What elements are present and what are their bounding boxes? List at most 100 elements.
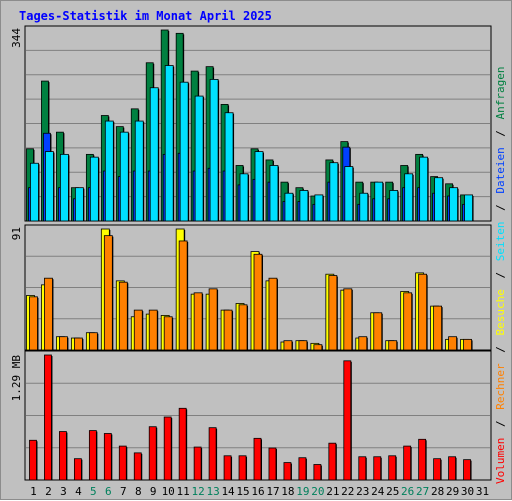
bar-volumen bbox=[44, 354, 52, 481]
x-tick-label: 17 bbox=[266, 485, 279, 498]
bar-volumen bbox=[133, 452, 142, 481]
x-tick-label: 11 bbox=[177, 485, 190, 498]
bar-volumen bbox=[388, 455, 397, 481]
legend-sep: / bbox=[494, 420, 507, 427]
bar-seiten bbox=[89, 156, 99, 222]
bar-volumen bbox=[208, 427, 217, 481]
bar-rechner bbox=[328, 275, 338, 351]
legend-volumen: Volumen bbox=[494, 438, 507, 484]
legend: Volumen / Rechner / Besuche / Seiten / D… bbox=[494, 66, 507, 484]
x-tick-label: 13 bbox=[206, 485, 219, 498]
bar-seiten bbox=[419, 156, 429, 222]
bar-volumen bbox=[223, 455, 232, 481]
x-tick-label: 25 bbox=[386, 485, 399, 498]
y-max-label: 344 bbox=[10, 28, 23, 48]
x-tick-label: 8 bbox=[135, 485, 142, 498]
legend-sep: / bbox=[494, 346, 507, 353]
legend-dateien: Dateien bbox=[494, 147, 507, 193]
legend-rechner: Rechner bbox=[494, 363, 507, 410]
x-tick-label: 2 bbox=[45, 485, 52, 498]
bar-rechner bbox=[29, 296, 38, 351]
x-tick-label: 28 bbox=[431, 485, 444, 498]
x-tick-label: 18 bbox=[281, 485, 294, 498]
bar-seiten bbox=[344, 166, 354, 222]
bar-rechner bbox=[298, 340, 308, 351]
bar-seiten bbox=[164, 65, 174, 222]
bar-seiten bbox=[299, 190, 309, 222]
chart-title: Tages-Statistik im Monat April 2025 bbox=[19, 9, 272, 23]
bar-seiten bbox=[74, 187, 84, 222]
bar-rechner bbox=[253, 253, 263, 351]
bar-volumen bbox=[163, 416, 172, 481]
x-tick-label: 23 bbox=[356, 485, 369, 498]
bar-seiten bbox=[404, 173, 414, 222]
bar-rechner bbox=[418, 273, 428, 351]
bar-seiten bbox=[359, 192, 369, 222]
bar-seiten bbox=[449, 187, 458, 222]
legend-anfragen: Anfragen bbox=[494, 66, 507, 119]
legend-sep: / bbox=[494, 130, 507, 137]
bar-volumen bbox=[238, 455, 247, 481]
bar-volumen bbox=[178, 407, 187, 481]
x-tick-label: 4 bbox=[75, 485, 82, 498]
bar-rechner bbox=[238, 304, 248, 351]
bar-rechner bbox=[44, 277, 53, 351]
bar-seiten bbox=[209, 79, 219, 222]
bar-seiten bbox=[269, 165, 279, 222]
x-tick-label: 27 bbox=[416, 485, 429, 498]
bar-seiten bbox=[374, 181, 384, 222]
x-tick-label: 6 bbox=[105, 485, 112, 498]
bar-rechner bbox=[59, 336, 68, 351]
bar-volumen bbox=[313, 464, 322, 481]
bar-seiten bbox=[45, 151, 54, 222]
bar-rechner bbox=[193, 292, 203, 351]
bar-seiten bbox=[179, 81, 189, 222]
bar-volumen bbox=[463, 459, 471, 481]
bar-volumen bbox=[373, 456, 382, 481]
x-tick-label: 10 bbox=[162, 485, 175, 498]
bars-layer bbox=[26, 29, 474, 481]
y-max-label: 1.29 MB bbox=[10, 355, 23, 402]
bar-rechner bbox=[223, 309, 233, 351]
bar-rechner bbox=[448, 336, 457, 351]
x-tick-label: 21 bbox=[326, 485, 339, 498]
bar-rechner bbox=[73, 337, 83, 351]
x-tick-label: 14 bbox=[221, 485, 235, 498]
bar-seiten bbox=[194, 95, 204, 222]
x-tick-label: 22 bbox=[341, 485, 354, 498]
bar-volumen bbox=[283, 462, 292, 481]
x-tick-label: 31 bbox=[476, 485, 489, 498]
bar-volumen bbox=[73, 458, 82, 481]
bar-rechner bbox=[403, 292, 413, 351]
bar-volumen bbox=[448, 456, 456, 481]
bar-rechner bbox=[343, 288, 353, 351]
bar-volumen bbox=[59, 431, 67, 481]
y-max-label: 91 bbox=[10, 227, 23, 240]
x-axis-ticks: 1 2 3 4 5 6 7 8 9 10 11 12 13 14 15 16 17 18 19 20 21 22 23 24 2… bbox=[30, 485, 489, 498]
bar-rechner bbox=[103, 235, 113, 351]
bar-seiten bbox=[134, 120, 144, 222]
bar-seiten bbox=[224, 112, 234, 222]
x-tick-label: 1 bbox=[30, 485, 37, 498]
bar-rechner bbox=[88, 332, 98, 351]
bar-rechner bbox=[388, 340, 398, 351]
bar-seiten bbox=[239, 173, 249, 222]
bar-seiten bbox=[284, 192, 294, 222]
bar-volumen bbox=[148, 426, 157, 481]
y-axis-labels: 344 91 1.29 MB bbox=[10, 28, 23, 402]
bar-volumen bbox=[88, 430, 97, 481]
bar-volumen bbox=[29, 439, 37, 481]
legend-besuche: Besuche bbox=[494, 289, 507, 335]
bar-rechner bbox=[133, 309, 143, 351]
bar-rechner bbox=[178, 240, 188, 351]
bar-seiten bbox=[104, 120, 114, 222]
bar-seiten bbox=[434, 177, 444, 222]
bar-volumen bbox=[328, 442, 337, 481]
x-tick-label: 7 bbox=[120, 485, 127, 498]
legend-sep: / bbox=[494, 272, 507, 279]
bar-volumen bbox=[268, 447, 277, 481]
legend-seiten: Seiten bbox=[494, 222, 507, 262]
x-tick-label: 16 bbox=[251, 485, 264, 498]
x-tick-label: 19 bbox=[296, 485, 309, 498]
